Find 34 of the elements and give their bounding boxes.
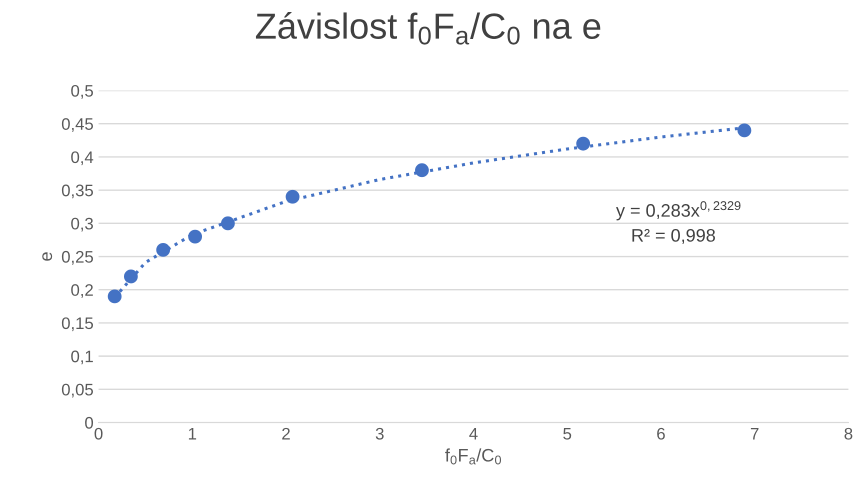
y-tick-label: 0,3: [71, 218, 93, 232]
point: [156, 242, 170, 257]
point: [108, 289, 122, 304]
x-tick-label: 3: [376, 428, 384, 440]
point: [576, 136, 590, 151]
annotation: y = 0,283x$^{0,2329}$: [616, 201, 740, 220]
x-tick-label: 1: [188, 428, 196, 440]
point: [221, 216, 235, 230]
y-tick-label: 0,45: [62, 118, 93, 132]
x-tick-label: 8: [844, 428, 852, 440]
x-axis-title: f$_{0}$F$_{a}$/C$_{0}$: [445, 448, 502, 464]
y-tick-label: 0,25: [62, 250, 93, 265]
x-tick-label: 2: [282, 428, 290, 440]
point: [415, 163, 429, 178]
y-tick-label: 0,35: [62, 184, 93, 198]
x-tick-label: 4: [469, 428, 478, 440]
point: [286, 190, 300, 204]
y-tick-label: 0,2: [71, 284, 93, 298]
point: [737, 123, 752, 138]
y-tick-label: 0,4: [71, 151, 94, 166]
y-tick-label: 0,05: [62, 384, 93, 398]
chart-title: Závislost f$_{0}$F$_{a}$/C$_{0}$ na e: [256, 12, 600, 45]
point: [124, 270, 138, 284]
y-tick-label: 0,5: [71, 84, 93, 99]
y-axis-title: e: [42, 252, 52, 261]
x-tick-label: 6: [657, 428, 665, 440]
y-tick-label: 0: [85, 416, 94, 429]
x-tick-label: 7: [750, 428, 758, 440]
x-tick-label: 5: [563, 428, 572, 440]
x-tick-label: 0: [94, 428, 103, 440]
y-tick-label: 0,1: [71, 350, 93, 364]
annotation: R² = 0,998: [632, 228, 715, 244]
point: [188, 230, 202, 244]
y-tick-label: 0,15: [62, 317, 93, 332]
